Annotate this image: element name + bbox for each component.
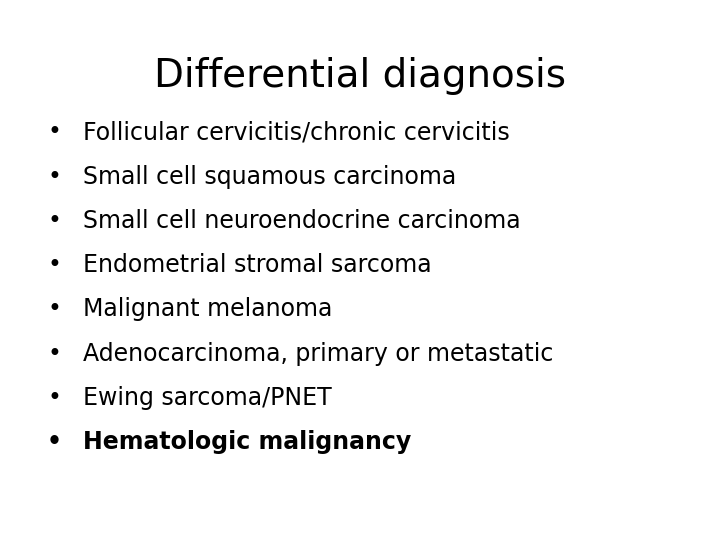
Text: •: • [47,253,61,277]
Text: Adenocarcinoma, primary or metastatic: Adenocarcinoma, primary or metastatic [83,342,553,366]
Text: Malignant melanoma: Malignant melanoma [83,298,332,321]
Text: Differential diagnosis: Differential diagnosis [154,57,566,94]
Text: •: • [47,342,61,366]
Text: •: • [47,120,61,144]
Text: Follicular cervicitis/chronic cervicitis: Follicular cervicitis/chronic cervicitis [83,120,510,144]
Text: •: • [47,386,61,410]
Text: Small cell neuroendocrine carcinoma: Small cell neuroendocrine carcinoma [83,209,521,233]
Text: Ewing sarcoma/PNET: Ewing sarcoma/PNET [83,386,331,410]
Text: Endometrial stromal sarcoma: Endometrial stromal sarcoma [83,253,431,277]
Text: •: • [47,165,61,188]
Text: •: • [47,209,61,233]
Text: Hematologic malignancy: Hematologic malignancy [83,430,411,454]
Text: •: • [47,430,61,454]
Text: •: • [47,298,61,321]
Text: Small cell squamous carcinoma: Small cell squamous carcinoma [83,165,456,188]
